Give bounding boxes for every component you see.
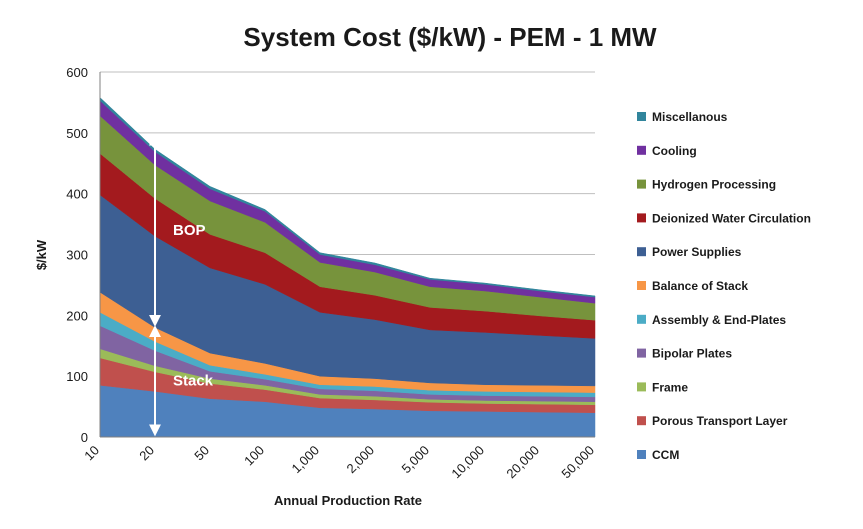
legend-label: Frame (652, 380, 688, 394)
legend-swatch (637, 314, 646, 324)
legend-swatch (637, 450, 646, 459)
legend-swatch (637, 281, 646, 290)
legend-swatch (637, 145, 646, 155)
area-series-miscellanous (99, 96, 596, 298)
legend-label: CCM (652, 448, 679, 462)
x-tick-label: 2,000 (344, 443, 378, 477)
legend-swatch (637, 416, 646, 426)
legend-label: Deionized Water Circulation (652, 211, 811, 225)
x-tick-label: 20 (136, 443, 157, 464)
legend-label: Balance of Stack (652, 279, 748, 293)
legend-label: Cooling (652, 144, 697, 158)
y-tick-label: 100 (66, 369, 88, 384)
x-tick-labels: 10 20 50 100 1,000 2,000 5,000 10,000 20,000 50,0… (81, 443, 597, 482)
legend-label: Miscellanous (652, 110, 728, 124)
x-tick-label: 5,000 (399, 443, 433, 477)
x-axis-title: Annual Production Rate (274, 493, 422, 508)
legend-label: Assembly & End-Plates (652, 313, 786, 327)
y-tick-label: 0 (81, 430, 88, 445)
area-layer (99, 96, 596, 438)
y-tick-label: 600 (66, 65, 88, 80)
x-tick-label: 1,000 (289, 443, 323, 477)
legend-label: Hydrogen Processing (652, 178, 776, 192)
legend-swatch (637, 247, 646, 257)
x-tick-label: 100 (241, 443, 267, 469)
y-tick-labels: 0 100 200 300 400 500 600 (66, 65, 88, 445)
legend-swatch (637, 213, 646, 223)
x-tick-label: 10,000 (448, 443, 487, 482)
y-tick-label: 500 (66, 126, 88, 141)
legend-swatch (637, 382, 646, 392)
legend-swatch (637, 179, 646, 189)
annotation-label-bop: BOP (173, 222, 206, 239)
x-tick-label: 50,000 (558, 443, 597, 482)
annotation-label-stack: Stack (173, 373, 214, 390)
y-tick-label: 300 (66, 248, 88, 263)
chart-title: System Cost ($/kW) - PEM - 1 MW (243, 22, 657, 52)
y-axis-title: $/kW (34, 239, 49, 270)
y-tick-label: 400 (66, 187, 88, 202)
axis-layer (99, 72, 595, 438)
x-tick-label: 20,000 (503, 443, 542, 482)
x-tick-label: 10 (81, 443, 102, 464)
annotation-layer: BOP Stack (149, 133, 214, 437)
legend-swatch (637, 348, 646, 358)
y-tick-label: 200 (66, 308, 88, 323)
x-tick-label: 50 (191, 443, 212, 464)
legend-label: Power Supplies (652, 245, 742, 259)
legend: Miscellanous Cooling Hydrogen Processing De… (637, 110, 811, 462)
legend-swatch (637, 112, 646, 121)
legend-label: Porous Transport Layer (652, 414, 788, 428)
legend-label: Bipolar Plates (652, 347, 732, 361)
